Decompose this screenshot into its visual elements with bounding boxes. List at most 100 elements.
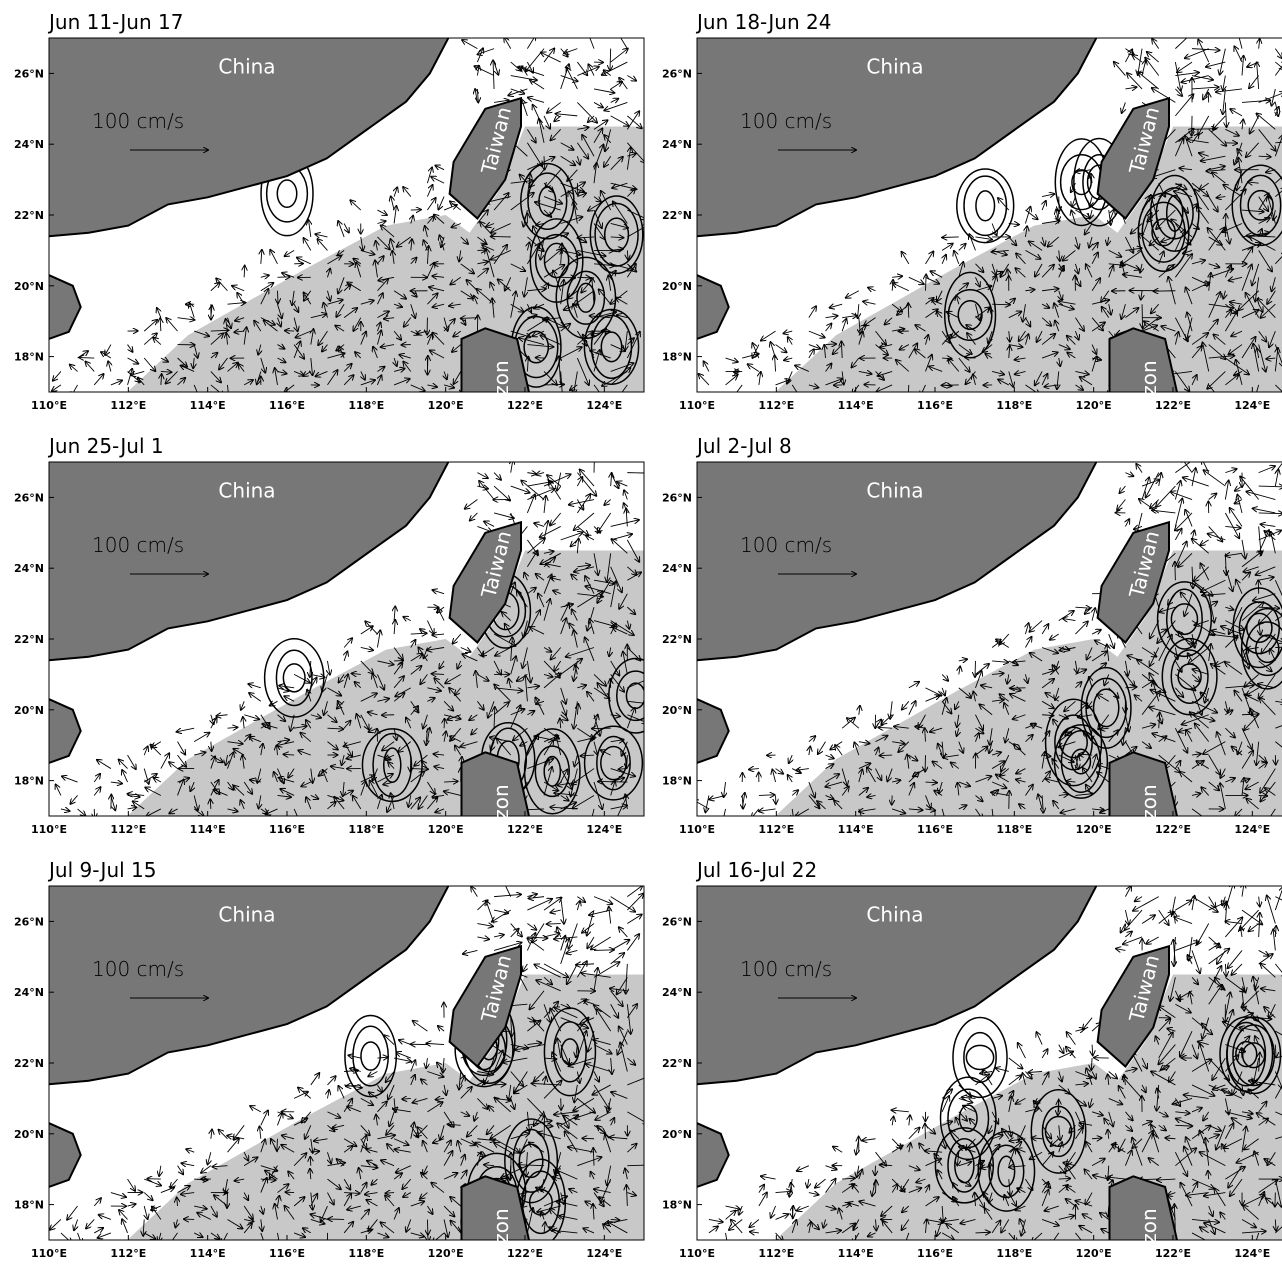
place-label: China xyxy=(866,903,923,927)
velocity-vector xyxy=(594,102,603,107)
x-tick-label: 122°E xyxy=(1155,823,1191,836)
x-tick-label: 112°E xyxy=(110,399,146,412)
velocity-vector xyxy=(809,331,825,337)
velocity-vector xyxy=(534,523,544,526)
velocity-vector xyxy=(1188,955,1192,964)
velocity-vector xyxy=(942,237,959,238)
scale-label: 100 cm/s xyxy=(740,109,832,133)
velocity-vector xyxy=(1125,87,1136,89)
velocity-vector xyxy=(557,927,561,937)
y-tick-label: 24°N xyxy=(662,986,692,999)
velocity-vector xyxy=(311,674,325,677)
velocity-vector xyxy=(1120,486,1126,493)
velocity-vector xyxy=(128,358,139,364)
velocity-vector xyxy=(527,924,536,930)
velocity-vector xyxy=(594,443,595,472)
velocity-vector xyxy=(178,742,186,755)
velocity-vector xyxy=(761,331,776,340)
velocity-vector xyxy=(1202,459,1209,472)
velocity-vector xyxy=(577,67,598,76)
velocity-vector xyxy=(788,775,793,782)
place-label: zon xyxy=(1137,1208,1161,1243)
velocity-vector xyxy=(249,693,261,701)
velocity-vector xyxy=(1235,500,1242,504)
x-tick-label: 120°E xyxy=(428,1247,464,1260)
velocity-vector xyxy=(386,1193,394,1194)
velocity-vector xyxy=(128,1204,136,1206)
velocity-vector xyxy=(704,361,709,371)
velocity-vector xyxy=(892,276,902,277)
velocity-vector xyxy=(561,277,576,278)
velocity-vector xyxy=(1246,492,1275,500)
velocity-vector xyxy=(94,1228,103,1233)
y-tick-label: 20°N xyxy=(14,1128,44,1141)
velocity-vector xyxy=(931,271,943,277)
y-tick-label: 26°N xyxy=(14,915,44,928)
velocity-vector xyxy=(67,1206,77,1220)
velocity-vector xyxy=(1192,530,1194,539)
velocity-vector xyxy=(624,503,628,513)
velocity-vector xyxy=(486,901,494,924)
velocity-vector xyxy=(237,293,244,304)
velocity-vector xyxy=(544,1116,545,1139)
panel-title: Jun 11-Jun 17 xyxy=(47,10,183,34)
velocity-vector xyxy=(244,715,259,719)
velocity-vector xyxy=(587,937,594,948)
place-label: zon xyxy=(489,784,513,819)
velocity-vector xyxy=(969,234,975,250)
velocity-vector xyxy=(797,1166,809,1171)
velocity-vector xyxy=(750,1232,759,1233)
velocity-vector xyxy=(554,937,577,939)
velocity-vector xyxy=(602,62,628,75)
velocity-vector xyxy=(186,1149,194,1152)
velocity-vector xyxy=(144,1206,147,1219)
map-panel: Jun 18-Jun 24ChinaTaiwanzon100 cm/s110°E… xyxy=(657,10,1282,412)
velocity-vector xyxy=(1200,540,1208,545)
x-tick-label: 116°E xyxy=(917,1247,953,1260)
velocity-vector xyxy=(70,795,77,803)
velocity-vector xyxy=(862,1139,875,1141)
velocity-vector xyxy=(338,221,344,237)
x-tick-label: 120°E xyxy=(1076,1247,1112,1260)
velocity-vector xyxy=(285,331,294,332)
velocity-vector xyxy=(411,633,427,634)
velocity-vector xyxy=(494,894,521,896)
velocity-vector xyxy=(1058,210,1059,221)
velocity-vector xyxy=(1225,513,1239,538)
velocity-vector xyxy=(471,887,477,897)
velocity-vector xyxy=(498,871,510,896)
velocity-vector xyxy=(1209,937,1221,948)
velocity-vector xyxy=(144,1193,152,1201)
velocity-vector xyxy=(826,316,838,318)
velocity-vector xyxy=(1125,473,1133,477)
velocity-vector xyxy=(830,742,842,750)
map-area xyxy=(9,20,664,409)
velocity-vector xyxy=(56,785,61,796)
velocity-vector xyxy=(327,1090,329,1098)
velocity-vector xyxy=(796,769,809,771)
x-tick-label: 118°E xyxy=(348,399,384,412)
panel-title: Jul 9-Jul 15 xyxy=(47,858,156,882)
velocity-vector xyxy=(627,76,636,81)
velocity-vector xyxy=(166,318,177,331)
velocity-vector xyxy=(551,513,561,525)
velocity-vector xyxy=(508,89,527,95)
velocity-vector xyxy=(1223,89,1226,114)
velocity-vector xyxy=(394,206,396,223)
velocity-vector xyxy=(1142,60,1146,75)
velocity-vector xyxy=(1237,495,1242,513)
velocity-vector xyxy=(523,964,528,971)
velocity-vector xyxy=(1142,304,1143,328)
velocity-vector xyxy=(858,304,859,318)
scale-label: 100 cm/s xyxy=(92,533,184,557)
velocity-vector xyxy=(749,769,759,770)
velocity-vector xyxy=(611,82,622,89)
velocity-vector xyxy=(177,728,195,732)
velocity-vector xyxy=(277,1139,278,1151)
velocity-vector xyxy=(1171,492,1192,500)
velocity-vector xyxy=(610,49,611,70)
velocity-vector xyxy=(304,238,311,250)
velocity-vector xyxy=(1025,637,1031,648)
velocity-vector xyxy=(942,688,945,696)
velocity-vector xyxy=(627,473,654,474)
